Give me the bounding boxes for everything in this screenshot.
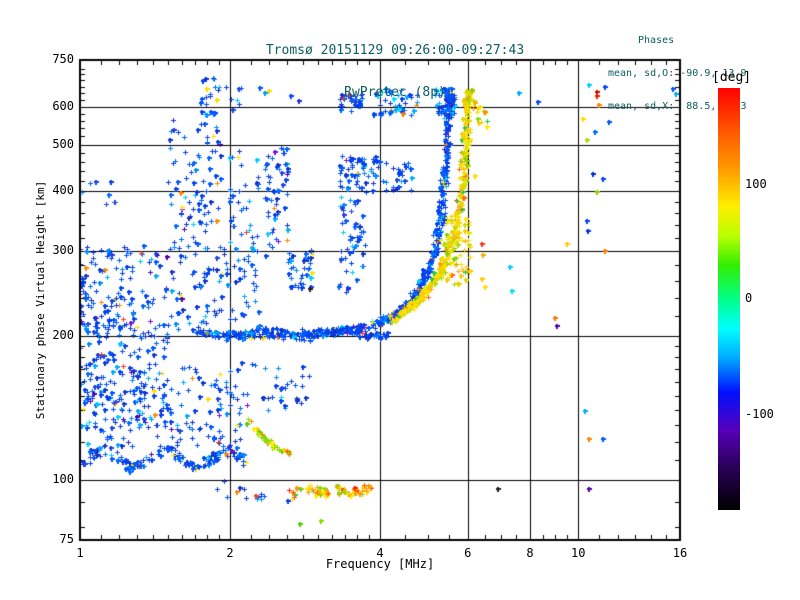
colorbar-tick-label--100: -100 <box>745 407 774 422</box>
plot-title-line1: Tromsø 20151129 09:26:00-09:27:43 <box>265 43 525 58</box>
phase-stats-heading: Phases <box>638 35 675 46</box>
x-tick-label-2: 2 <box>226 546 234 560</box>
phase-mean-o-mode: mean, sd,O: -90.9, 13.9 <box>608 68 747 79</box>
x-tick-label-1: 1 <box>76 546 84 560</box>
x-tick-label-4: 4 <box>376 546 384 560</box>
colorbar-tick-label-100: 100 <box>745 177 767 192</box>
colorbar-tick-label-0: 0 <box>745 291 753 305</box>
x-tick-label-6: 6 <box>464 546 472 560</box>
colorbar-unit-label: [deg] <box>712 70 752 85</box>
y-tick-label-500: 500 <box>52 136 74 151</box>
y-tick-label-200: 200 <box>52 327 74 342</box>
y-tick-label-75: 75 <box>59 532 74 546</box>
x-tick-label-8: 8 <box>526 546 534 560</box>
y-tick-label-100: 100 <box>52 472 74 487</box>
y-axis-label: Stationary phase Virtual Height [km] <box>34 180 47 420</box>
y-tick-label-400: 400 <box>52 183 74 198</box>
plot-title-line2: RwPretec (8p) <box>344 85 446 100</box>
x-tick-label-16: 16 <box>672 546 688 560</box>
y-tick-label-300: 300 <box>52 243 74 257</box>
x-axis-label: Frequency [MHz] <box>325 557 435 571</box>
plot-title: Tromsø 20151129 09:26:00-09:27:43 RwPret… <box>95 16 695 128</box>
y-tick-label-600: 600 <box>52 98 74 113</box>
y-tick-label-750: 750 <box>52 52 74 66</box>
colorbar <box>718 88 740 510</box>
x-tick-label-10: 10 <box>571 546 586 560</box>
